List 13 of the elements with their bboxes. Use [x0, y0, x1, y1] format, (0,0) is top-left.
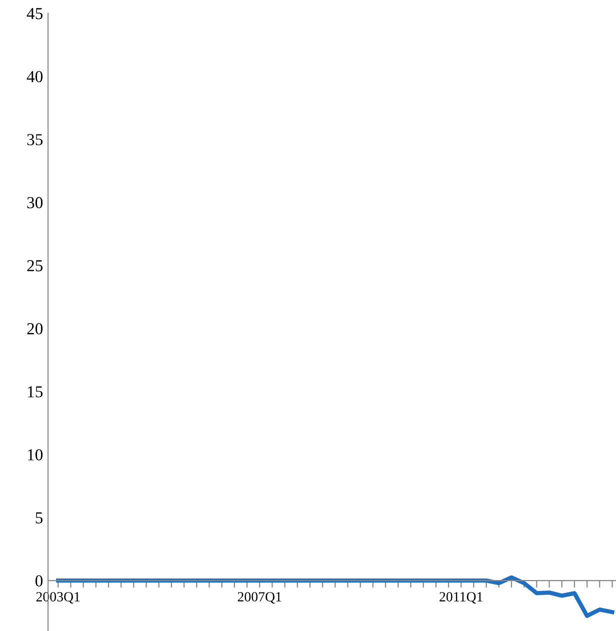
y-tick-label: 20 — [27, 323, 43, 334]
y-tick-label: 5 — [36, 512, 43, 524]
y-tick-label: 30 — [27, 197, 43, 208]
x-tick-label: 2011Q1 — [440, 592, 482, 604]
y-tick-label: 35 — [27, 134, 43, 146]
y-tick-label: 15 — [28, 386, 43, 398]
y-tick-label: 0 — [35, 575, 43, 587]
y-tick-label: 40 — [26, 70, 43, 82]
y-tick-label: 10 — [28, 449, 43, 460]
x-tick-label: 2003Q1 — [36, 592, 80, 604]
y-tick-label: 25 — [27, 260, 43, 272]
y-tick-label: 45 — [26, 8, 43, 20]
x-tick-label: 2007Q1 — [238, 592, 282, 604]
